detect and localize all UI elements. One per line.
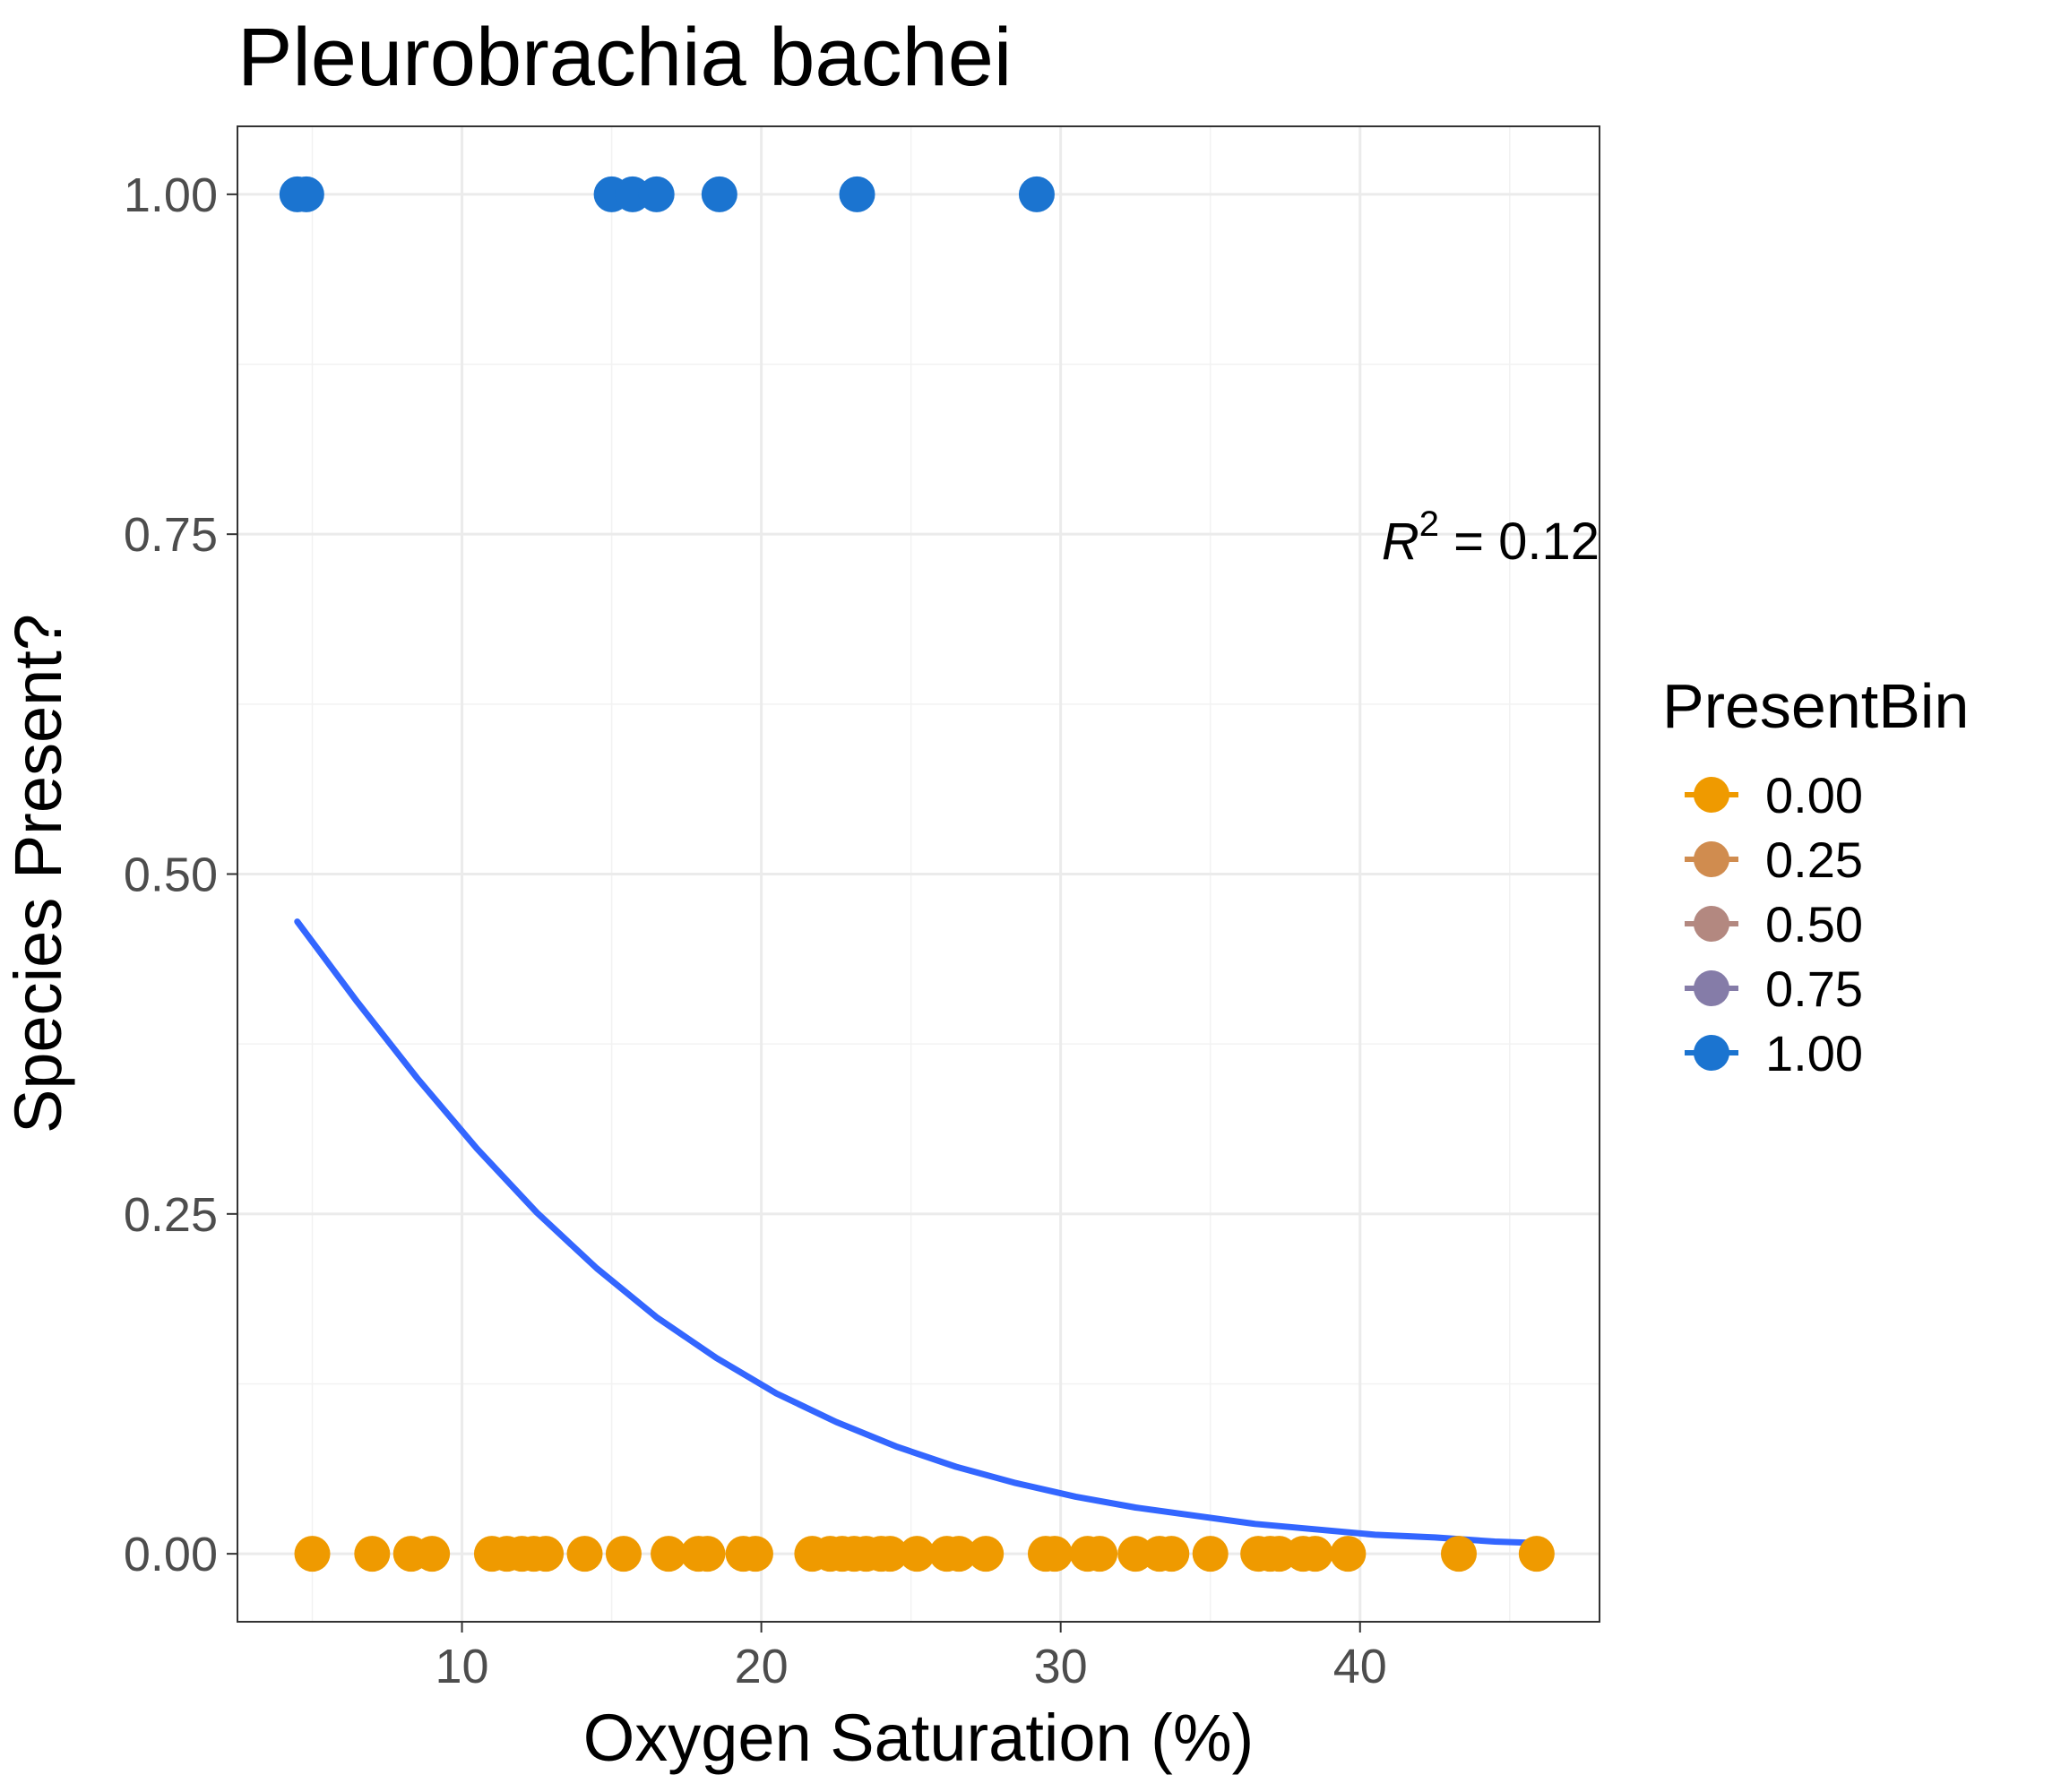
r-squared-value: = 0.12 — [1439, 513, 1600, 571]
x-tick-label: 20 — [735, 1640, 789, 1693]
data-point — [941, 1536, 978, 1572]
data-point — [899, 1536, 936, 1572]
y-axis-ticks: 0.00 0.25 0.50 0.75 1.00 — [124, 168, 237, 1581]
data-point — [294, 1536, 331, 1572]
legend-key-point — [1694, 777, 1729, 813]
data-point — [1440, 1536, 1477, 1572]
data-point — [566, 1536, 603, 1572]
data-point — [968, 1536, 1005, 1572]
x-tick-label: 10 — [435, 1640, 489, 1693]
legend-label: 0.00 — [1765, 767, 1863, 823]
y-tick-label: 1.00 — [124, 168, 218, 222]
data-point — [1297, 1536, 1333, 1572]
legend-label: 0.50 — [1765, 896, 1863, 952]
legend-label: 0.25 — [1765, 831, 1863, 888]
y-axis-title: Species Present? — [1, 614, 75, 1133]
data-point — [839, 176, 875, 212]
data-point — [1518, 1536, 1555, 1572]
data-point — [288, 176, 324, 212]
data-point — [737, 1536, 773, 1572]
legend-label: 0.75 — [1765, 961, 1863, 1017]
data-point — [354, 1536, 391, 1572]
legend-key-point — [1694, 841, 1729, 877]
y-tick-label: 0.00 — [124, 1528, 218, 1581]
fit-curve — [294, 918, 1537, 1546]
legend-key-point — [1694, 1035, 1729, 1071]
data-point — [872, 1536, 909, 1572]
data-point — [414, 1536, 451, 1572]
y-tick-label: 0.25 — [124, 1188, 218, 1242]
grid — [237, 126, 1600, 1622]
legend-items: 0.00 0.25 0.50 0.75 1.00 — [1685, 767, 1863, 1081]
legend-key-point — [1694, 970, 1729, 1006]
data-point — [638, 176, 675, 212]
data-point — [528, 1536, 565, 1572]
legend-title: PresentBin — [1662, 671, 1969, 741]
data-point — [1330, 1536, 1367, 1572]
legend: PresentBin 0.00 0.25 0.50 0.75 1.00 — [1662, 671, 1969, 1081]
data-point — [689, 1536, 726, 1572]
x-tick-label: 30 — [1034, 1640, 1088, 1693]
data-point — [1018, 176, 1055, 212]
legend-key-point — [1694, 906, 1729, 942]
x-axis-title: Oxygen Saturation (%) — [583, 1701, 1255, 1775]
y-tick-label: 0.50 — [124, 849, 218, 902]
points-layer — [279, 176, 1555, 1572]
data-point — [1153, 1536, 1190, 1572]
data-point — [605, 1536, 642, 1572]
x-tick-label: 40 — [1333, 1640, 1387, 1693]
data-point — [651, 1536, 687, 1572]
data-point — [1037, 1536, 1073, 1572]
chart-title: Pleurobrachia bachei — [237, 12, 1012, 103]
data-point — [1082, 1536, 1118, 1572]
fit-curve-layer — [294, 918, 1537, 1546]
x-axis-ticks: 10 20 30 40 — [435, 1622, 1387, 1693]
r-squared-symbol: R — [1382, 513, 1419, 571]
legend-label: 1.00 — [1765, 1025, 1863, 1081]
data-point — [701, 176, 737, 212]
y-tick-label: 0.75 — [124, 508, 218, 562]
r-squared-superscript: 2 — [1419, 504, 1439, 544]
r-squared-annotation: R2 = 0.12 — [1382, 504, 1600, 571]
data-point — [1192, 1536, 1229, 1572]
